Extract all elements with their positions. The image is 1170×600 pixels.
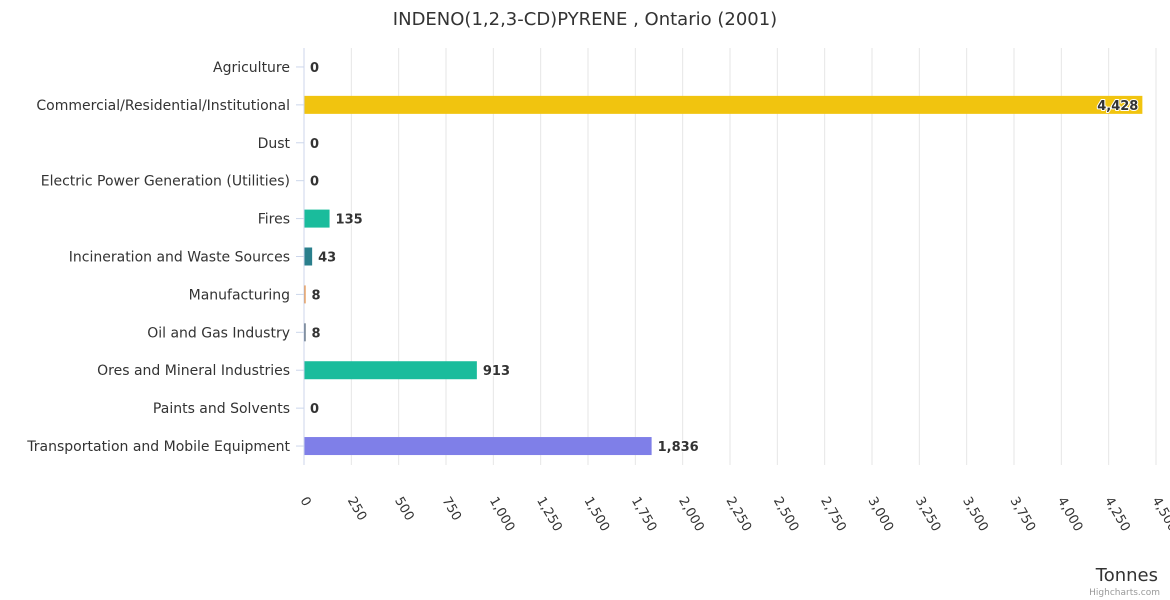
data-label: 8 [312,326,321,341]
x-tick-label: 0 [297,495,314,510]
gridlines [350,48,1157,465]
x-tick-label: 3,500 [959,495,991,535]
data-label: 0 [310,137,319,152]
category-label: Manufacturing [189,287,290,303]
category-label: Electric Power Generation (Utilities) [41,174,290,190]
bar[interactable] [304,209,330,228]
x-tick-label: 1,750 [628,495,660,535]
category-label: Paints and Solvents [153,401,290,417]
x-tick-label: 4,500 [1149,495,1170,535]
category-label: Ores and Mineral Industries [97,363,290,379]
bars [304,95,1143,456]
x-axis-title: Tonnes [1095,565,1158,586]
data-label: 0 [310,402,319,417]
data-labels: 0 4,428 0 0 135 43 8 8 913 0 1,836 [309,60,1139,456]
x-tick-label: 2,750 [817,495,849,535]
x-tick-label: 4,000 [1054,495,1086,535]
data-label: 8 [312,288,321,303]
category-label: Fires [258,212,290,228]
tick-labels: 0 250 500 750 1,000 1,250 1,500 1,750 2,000 2,250… [297,495,1170,535]
x-tick-label: 1,500 [581,495,613,535]
category-label: Transportation and Mobile Equipment [26,439,290,455]
bar[interactable] [304,285,306,304]
x-tick-label: 3,750 [1007,495,1039,535]
x-tick-label: 1,000 [486,495,518,535]
data-label: 0 [310,61,319,76]
x-tick-label: 1,250 [533,495,565,535]
bar[interactable] [304,323,306,342]
data-label: 4,428 [1097,99,1138,114]
bar[interactable] [304,437,652,456]
bar[interactable] [304,361,477,380]
x-tick-label: 500 [391,495,416,524]
data-label: 43 [318,251,336,266]
category-labels: Agriculture Commercial/Residential/Instit… [26,60,304,455]
credits-link[interactable]: Highcharts.com [1089,588,1160,598]
x-tick-label: 250 [344,495,369,524]
category-label: Agriculture [213,60,290,76]
category-label: Commercial/Residential/Institutional [36,98,290,114]
x-tick-label: 2,000 [675,495,707,535]
x-tick-label: 750 [439,495,464,524]
category-label: Dust [258,136,291,152]
data-label: 135 [336,213,363,228]
data-label: 0 [310,175,319,190]
data-label: 1,836 [658,440,699,455]
x-tick-label: 4,250 [1101,495,1133,535]
x-tick-label: 2,500 [770,495,802,535]
chart-title: INDENO(1,2,3-CD)PYRENE , Ontario (2001) [393,9,777,30]
bar[interactable] [304,95,1143,114]
data-label: 913 [483,364,510,379]
x-tick-label: 3,250 [912,495,944,535]
x-tick-label: 3,000 [865,495,897,535]
category-label: Oil and Gas Industry [147,325,290,341]
x-tick-label: 2,250 [723,495,755,535]
category-label: Incineration and Waste Sources [69,250,290,266]
bar[interactable] [304,247,313,266]
